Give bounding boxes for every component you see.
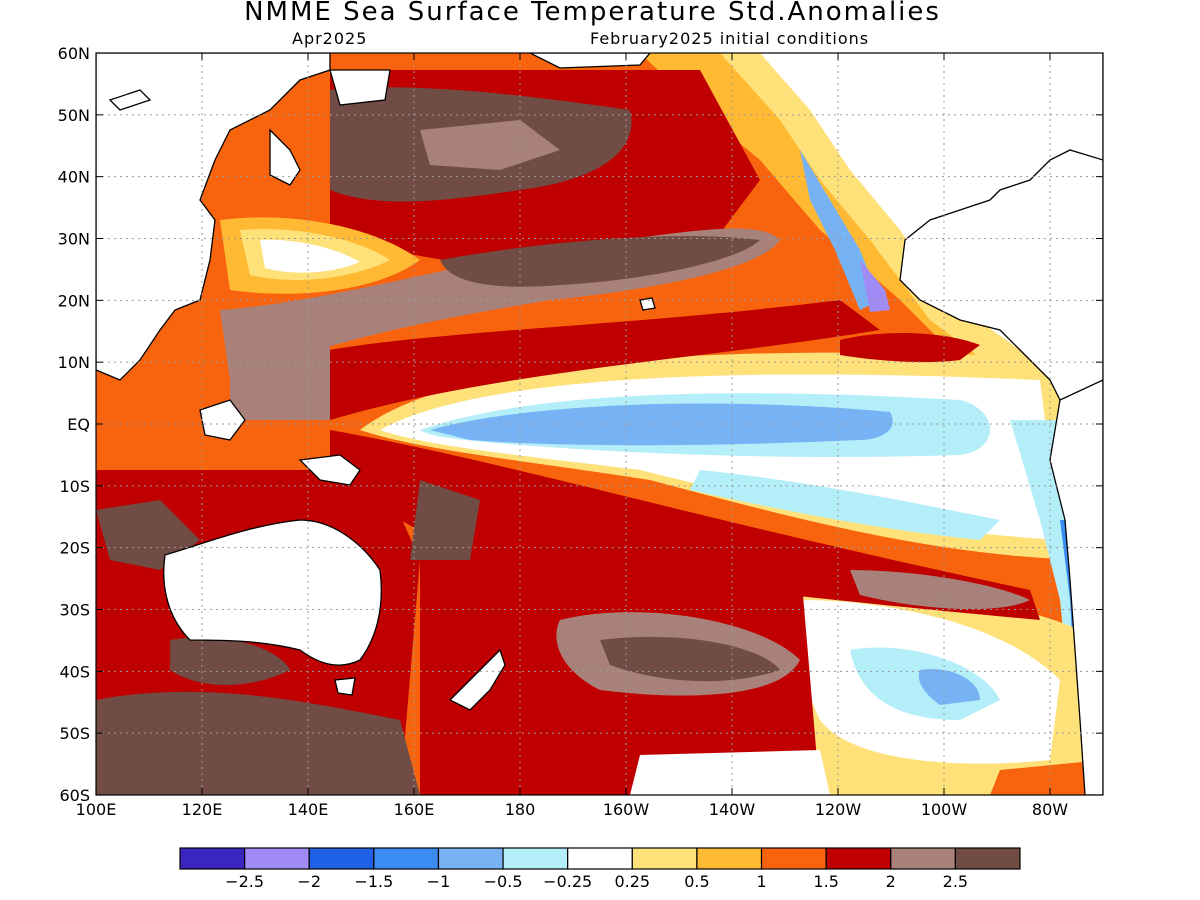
japan-white bbox=[260, 239, 360, 273]
colorbar-swatch bbox=[954, 847, 1021, 870]
colorbar-label: 0.25 bbox=[614, 872, 650, 891]
s-pacific-brown bbox=[600, 636, 780, 682]
california-blue bbox=[800, 150, 880, 310]
lon-label: 120E bbox=[182, 800, 223, 819]
colorbar-label: 1.5 bbox=[813, 872, 838, 891]
map-grid bbox=[96, 53, 1103, 795]
lon-axis: 100E 120E 140E 160E 180 160W 140W 120W 100W 80W bbox=[76, 53, 1068, 819]
colorbar-swatch bbox=[244, 847, 310, 870]
colorbar-label: −0.25 bbox=[543, 872, 592, 891]
sw-pacific-brown bbox=[410, 480, 480, 560]
nh-red-band bbox=[280, 300, 880, 420]
lat-label: 10N bbox=[58, 353, 90, 372]
new-zealand-land bbox=[448, 648, 506, 711]
lat-label: 20N bbox=[58, 291, 90, 310]
colorbar-label: −0.5 bbox=[484, 872, 523, 891]
colorbar-swatch bbox=[760, 847, 827, 870]
far-south-white bbox=[630, 750, 830, 795]
colorbar-label: −1.5 bbox=[354, 872, 393, 891]
lat-label: 30N bbox=[58, 230, 90, 249]
kamchatka-land bbox=[329, 69, 391, 106]
mexico-red bbox=[840, 333, 980, 363]
colorbar-swatch bbox=[437, 847, 504, 870]
lon-label: 80W bbox=[1032, 800, 1068, 819]
colorbar-label: 1 bbox=[756, 872, 766, 891]
colorbar-swatch bbox=[502, 847, 569, 870]
colorbar-swatch bbox=[179, 847, 246, 870]
lat-label: 20S bbox=[59, 539, 90, 558]
baja-purple bbox=[860, 260, 890, 312]
lat-label: EQ bbox=[67, 415, 90, 434]
borneo-land bbox=[199, 399, 246, 441]
asia-land bbox=[96, 53, 331, 381]
lon-label: 100E bbox=[76, 800, 117, 819]
new-guinea-land bbox=[298, 454, 361, 486]
so-brown bbox=[96, 691, 420, 795]
se-blue-patch bbox=[918, 669, 980, 705]
colorbar-label: 2.5 bbox=[943, 872, 968, 891]
colorbar-swatch bbox=[567, 847, 633, 870]
north-america-land bbox=[899, 53, 1103, 401]
colorbar-label: −2 bbox=[297, 872, 321, 891]
lon-label: 120W bbox=[815, 800, 862, 819]
colorbar-swatch bbox=[631, 847, 698, 870]
anomaly-field bbox=[96, 53, 1103, 795]
se-lightbrown bbox=[850, 570, 1030, 610]
figure-title: NMME Sea Surface Temperature Std.Anomali… bbox=[244, 0, 941, 27]
lat-label: 50N bbox=[58, 106, 90, 125]
colorbar-label: 0.5 bbox=[684, 872, 709, 891]
colorbar-label: 2 bbox=[886, 872, 896, 891]
kuroshio-lightbrown bbox=[420, 120, 560, 170]
lat-label: 60N bbox=[58, 44, 90, 63]
lon-label: 160W bbox=[603, 800, 650, 819]
forecast-month: Apr2025 bbox=[292, 29, 368, 48]
initial-conditions: February2025 initial conditions bbox=[590, 29, 870, 48]
colorbar: −2.5 −2 −1.5 −1 −0.5 −0.25 0.25 0.5 1 1.5 2 2.5 bbox=[179, 847, 1021, 891]
warm-pool bbox=[230, 310, 330, 420]
lat-label: 60S bbox=[59, 786, 90, 805]
colorbar-label: −2.5 bbox=[225, 872, 264, 891]
lake-land bbox=[108, 89, 152, 111]
lat-axis: 60N 50N 40N 30N 20N 10N EQ 10S 20S 30S 40S 50S 60S bbox=[58, 44, 1103, 805]
lon-label: 100W bbox=[921, 800, 968, 819]
lon-label: 140E bbox=[288, 800, 329, 819]
colorbar-swatch bbox=[825, 847, 892, 870]
tasmania-land bbox=[334, 677, 356, 696]
lat-label: 40N bbox=[58, 168, 90, 187]
nw-brown-band bbox=[440, 236, 760, 287]
colorbar-label: −1 bbox=[427, 872, 451, 891]
lat-label: 40S bbox=[59, 662, 90, 681]
se-cyan bbox=[690, 470, 1000, 540]
colorbar-swatch bbox=[890, 847, 956, 870]
lon-label: 140W bbox=[709, 800, 756, 819]
far-se-orange bbox=[990, 760, 1103, 795]
land bbox=[96, 53, 1103, 795]
hawaii-land bbox=[639, 297, 656, 311]
lat-label: 10S bbox=[59, 477, 90, 496]
japan-land bbox=[269, 128, 301, 186]
colorbar-swatch bbox=[308, 847, 375, 870]
alaska-land bbox=[529, 53, 651, 69]
colorbar-swatch bbox=[696, 847, 763, 870]
australia-land bbox=[163, 519, 382, 666]
south-america-land bbox=[1049, 379, 1103, 795]
lon-label: 180 bbox=[505, 800, 536, 819]
lat-label: 30S bbox=[59, 601, 90, 620]
lon-label: 160E bbox=[394, 800, 435, 819]
colorbar-swatch bbox=[373, 847, 440, 870]
lat-label: 50S bbox=[59, 724, 90, 743]
gab-brown bbox=[170, 637, 290, 685]
